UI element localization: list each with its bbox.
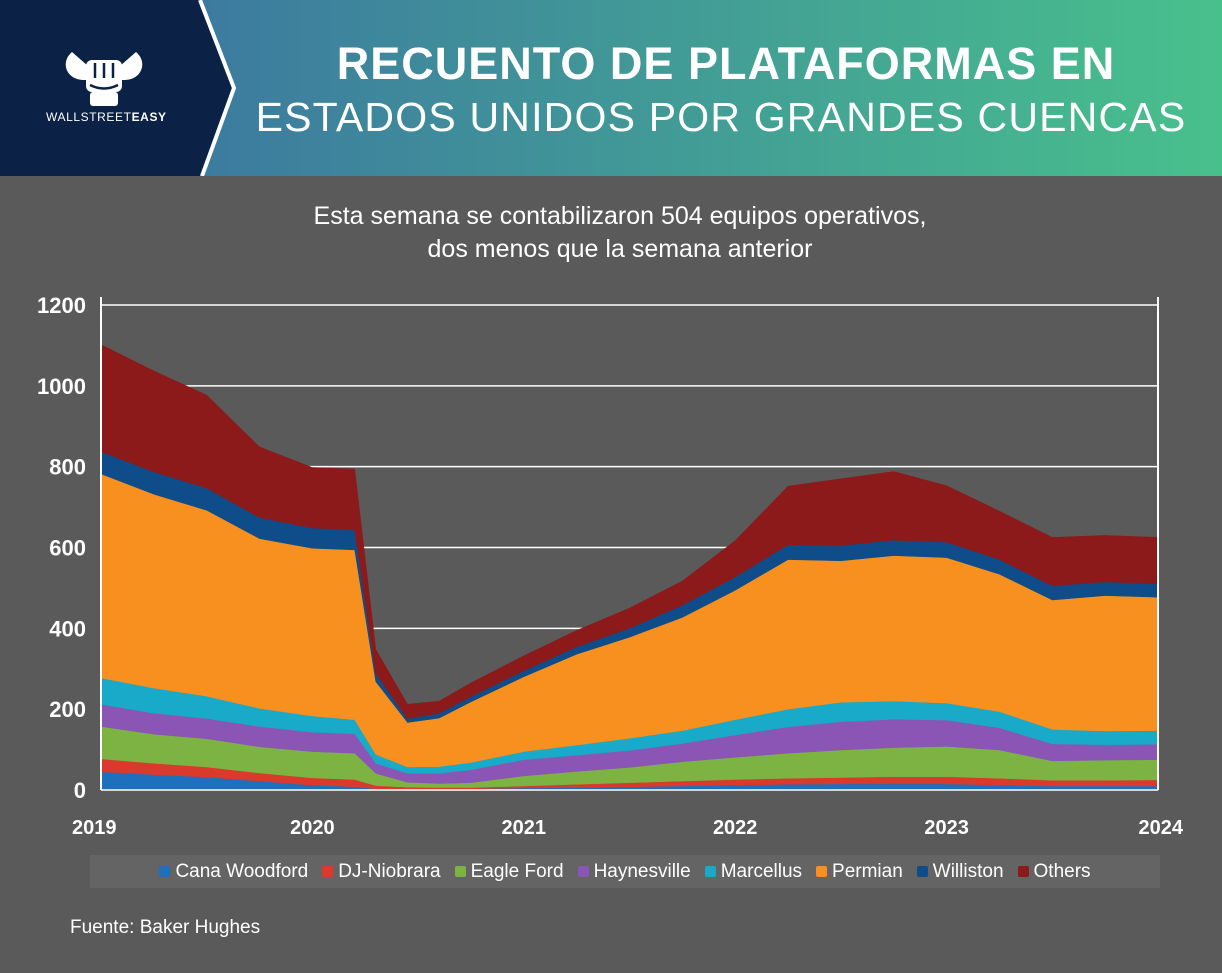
legend-label: Williston — [932, 860, 1004, 882]
subtitle-line1: Esta semana se contabilizaron 504 equipo… — [313, 202, 927, 230]
y-tick-label: 1000 — [37, 374, 86, 399]
page-title-line1: RECUENTO DE PLATAFORMAS EN — [336, 38, 1116, 89]
legend-swatch — [454, 866, 466, 877]
chart-subtitle: Esta semana se contabilizaron 504 equipo… — [220, 200, 1020, 266]
y-tick-label: 400 — [49, 616, 86, 641]
legend-swatch — [816, 866, 828, 877]
legend-label: Haynesville — [593, 860, 691, 882]
chart-legend: Cana Woodford DJ-Niobrara Eagle Ford Haynes… — [90, 855, 1160, 888]
legend-swatch — [322, 866, 334, 877]
legend-label: DJ-Niobrara — [338, 860, 441, 882]
y-tick-label: 1200 — [37, 293, 86, 318]
legend-item-williston: Williston — [916, 860, 1004, 883]
legend-swatch — [916, 866, 928, 877]
legend-label: Marcellus — [720, 860, 803, 882]
subtitle-line2: dos menos que la semana anterior — [427, 235, 813, 263]
x-tick-label: 2020 — [290, 817, 335, 839]
page-title-line2: ESTADOS UNIDOS POR GRANDES CUENCAS — [255, 94, 1187, 140]
brand-logo: WALLSTREETEASY — [0, 0, 220, 176]
legend-item-cana-woodford: Cana Woodford — [159, 861, 308, 883]
y-tick-label: 800 — [49, 455, 86, 480]
legend-item-marcellus: Marcellus — [704, 860, 803, 883]
legend-item-dj-niobrara: DJ-Niobrara — [322, 860, 441, 883]
legend-swatch — [1017, 866, 1029, 877]
y-tick-label: 0 — [74, 778, 86, 803]
stacked-area-chart: 0 200 400 600 800 1000 1200 2019 2020 2021 2022 202… — [37, 293, 1184, 839]
legend-item-eagle-ford: Eagle Ford — [454, 860, 564, 883]
legend-swatch — [577, 866, 589, 877]
legend-label: Cana Woodford — [175, 860, 309, 882]
legend-swatch — [159, 866, 171, 877]
x-tick-label: 2022 — [713, 817, 758, 839]
legend-label: Others — [1033, 860, 1091, 882]
y-tick-label: 600 — [49, 536, 86, 561]
x-tick-label: 2019 — [72, 817, 117, 839]
x-tick-label: 2021 — [502, 817, 547, 839]
legend-swatch — [704, 866, 716, 877]
bull-fist-icon — [65, 52, 143, 106]
y-tick-label: 200 — [49, 697, 86, 722]
source-note: Fuente: Baker Hughes — [70, 917, 261, 938]
legend-item-haynesville: Haynesville — [577, 860, 691, 883]
legend-item-others: Others — [1017, 860, 1091, 883]
legend-item-permian: Permian — [816, 861, 903, 883]
x-tick-label: 2023 — [924, 817, 969, 839]
brand-name: WALLSTREETEASY — [46, 110, 167, 124]
legend-label: Eagle Ford — [470, 860, 564, 882]
x-tick-label: 2024 — [1139, 817, 1184, 839]
header: WALLSTREETEASY RECUENTO DE PLATAFORMAS E… — [0, 0, 1222, 176]
legend-label: Permian — [832, 860, 903, 882]
